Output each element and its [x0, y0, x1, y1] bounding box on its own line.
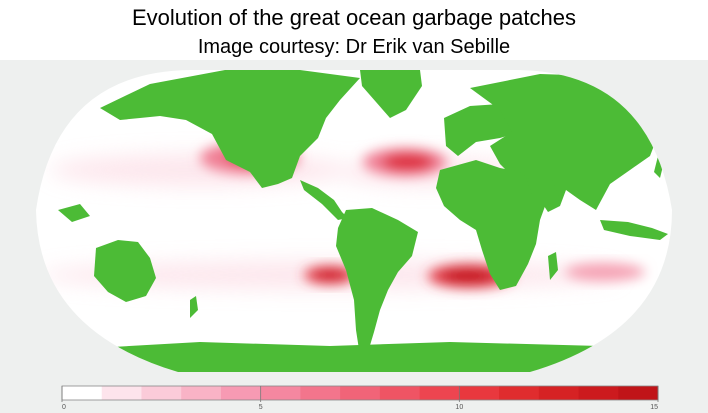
central-america — [300, 180, 348, 220]
colorbar-tick-label: 15 — [650, 404, 658, 411]
colorbar-step — [62, 386, 103, 400]
colorbar-step — [141, 386, 182, 400]
colorbar-tick-label: 5 — [259, 404, 263, 411]
south-america — [336, 208, 418, 356]
colorbar-step — [578, 386, 619, 400]
colorbar-step — [538, 386, 580, 400]
colorbar-step — [340, 386, 381, 400]
colorbar-step — [181, 386, 222, 400]
colorbar-legend: 0 5 10 15 — [0, 378, 708, 413]
colorbar-step — [499, 386, 540, 400]
south-pacific-patch — [565, 263, 645, 281]
header: Evolution of the great ocean garbage pat… — [0, 0, 708, 62]
colorbar-tick-label: 10 — [455, 404, 463, 411]
map-frame — [0, 60, 708, 378]
colorbar: 0 5 10 15 — [61, 385, 659, 411]
arabia — [526, 178, 560, 206]
colorbar-step — [300, 386, 341, 400]
colorbar-step — [379, 386, 421, 400]
north-america — [100, 70, 360, 188]
north-atlantic-patch — [363, 148, 447, 176]
world-map — [36, 70, 672, 372]
australia — [94, 240, 156, 302]
africa — [436, 160, 548, 290]
image-credit: Image courtesy: Dr Erik van Sebille — [197, 36, 511, 58]
page-title: Evolution of the great ocean garbage pat… — [132, 5, 576, 30]
colorbar-step — [101, 386, 142, 400]
colorbar-step — [220, 386, 262, 400]
colorbar-step — [618, 386, 659, 400]
indonesia — [600, 220, 668, 240]
madagascar — [548, 252, 558, 280]
south-atlantic-patch — [304, 266, 356, 284]
greenland — [360, 70, 422, 118]
land-masses — [36, 70, 672, 372]
new-zealand — [190, 296, 198, 318]
colorbar-step — [459, 386, 500, 400]
colorbar-step — [419, 386, 460, 400]
colorbar-step — [260, 386, 301, 400]
colorbar-tick-label: 0 — [62, 404, 66, 411]
antarctica — [36, 342, 672, 372]
west-pacific-islands — [58, 204, 90, 222]
